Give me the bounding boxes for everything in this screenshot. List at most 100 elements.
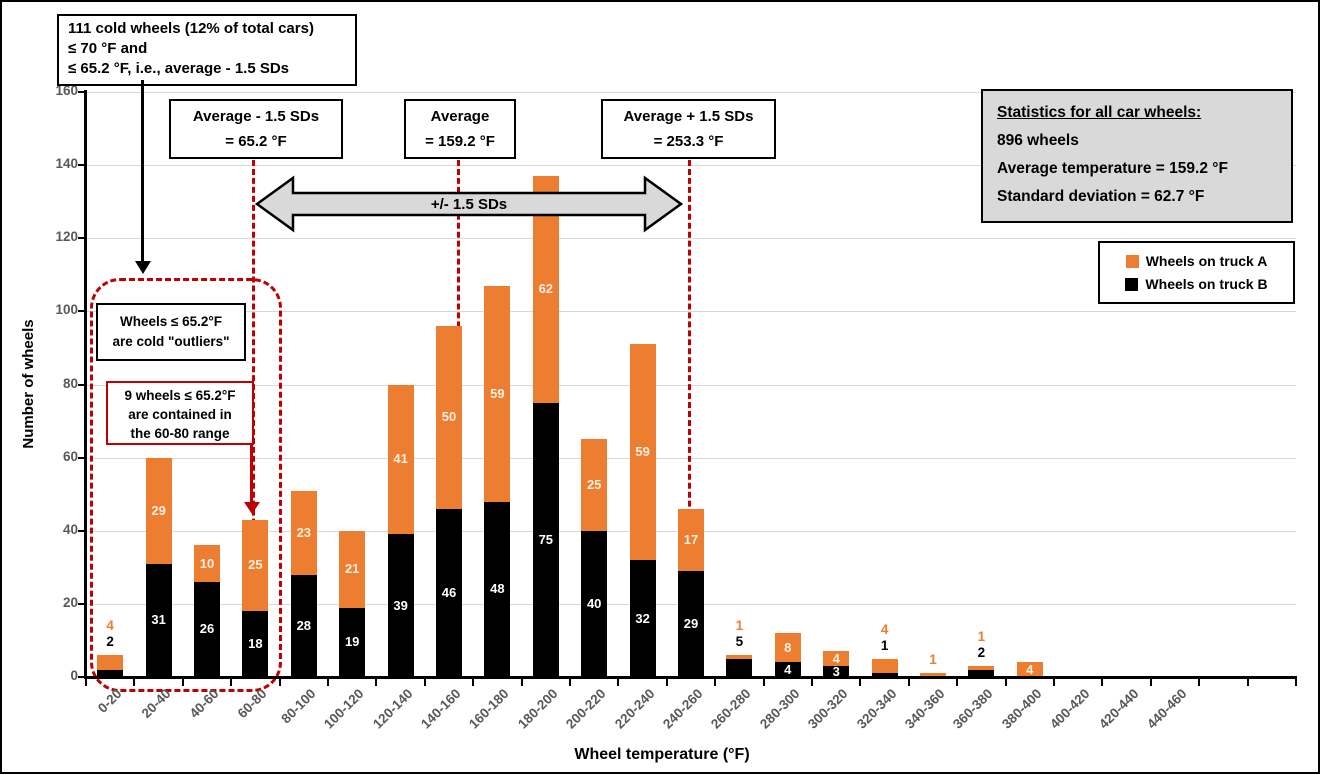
bar-value-truck-a: 4: [832, 650, 840, 666]
x-axis-tick: [423, 679, 426, 686]
bar-segment-truck-b: [774, 662, 801, 677]
x-axis-tick: [1246, 679, 1249, 686]
gridline: [86, 311, 1296, 313]
bar-value-truck-a: 25: [248, 557, 263, 573]
outliers-note-line-2: are cold "outliers": [112, 334, 230, 349]
bar-value-truck-b: 48: [490, 581, 505, 597]
gridline: [86, 165, 1296, 167]
bar-value-truck-a: 62: [538, 281, 554, 297]
y-axis-title: Number of wheels: [20, 319, 37, 449]
bar-segment-truck-a: [774, 633, 801, 663]
statistics-title: Statistics for all car wheels:: [997, 104, 1202, 121]
y-axis-tick-label: 100: [55, 302, 78, 318]
y-axis-tick: [78, 383, 86, 386]
bar-segment-truck-a: [387, 384, 414, 535]
x-axis-tick: [230, 679, 233, 686]
x-axis-tick: [811, 679, 813, 686]
y-axis-tick-label: 80: [62, 375, 78, 391]
bar-segment-truck-a: [871, 658, 898, 674]
x-axis-tick: [1295, 679, 1297, 686]
bar-segment-truck-b: [339, 607, 366, 677]
bar-value-above: 5: [735, 634, 744, 650]
y-axis-tick-label: 140: [55, 156, 78, 172]
bar-segment-truck-b: [532, 402, 559, 677]
bar-segment-truck-a: [920, 673, 946, 677]
y-axis-tick-label: 120: [55, 229, 78, 245]
average-minus-sd-box: Average - 1.5 SDs = 65.2 °F: [169, 99, 343, 159]
cold-outlier-dashed-region: [90, 278, 282, 692]
y-axis-tick-label: 0: [70, 668, 78, 683]
bar-value-above: 4: [106, 618, 114, 634]
statistics-line-1: 896 wheels: [997, 132, 1079, 149]
y-axis-tick: [78, 602, 86, 605]
gridline: [86, 238, 1296, 240]
cold-outliers-note-box: Wheels ≤ 65.2°F are cold "outliers": [96, 303, 246, 361]
bar-value-truck-a: 10: [199, 555, 215, 571]
y-axis-tick-label: 160: [55, 83, 78, 98]
x-axis-tick: [472, 679, 475, 686]
y-axis-tick: [78, 529, 86, 532]
bar-value-above: 2: [106, 634, 114, 650]
y-axis-tick-label: 20: [62, 594, 78, 610]
bar-value-truck-b: 32: [635, 610, 650, 626]
bar-segment-truck-b: [387, 534, 414, 677]
cold-wheels-line-3: ≤ 65.2 °F, i.e., average - 1.5 SDs: [68, 60, 290, 77]
bar-value-truck-a: 59: [490, 385, 505, 401]
x-axis-tick: [1053, 679, 1055, 686]
bar-segment-truck-b: [484, 501, 511, 677]
bar-value-truck-b: 26: [199, 621, 215, 637]
bar-value-above: 1: [735, 618, 744, 634]
bar-values-above: 1: [911, 652, 955, 668]
bar-value-truck-a: 41: [393, 451, 408, 467]
nine-wheels-note-box: 9 wheels ≤ 65.2°F are contained in the 6…: [106, 381, 254, 445]
bar-value-truck-a: 59: [635, 444, 650, 460]
bar-value-truck-b: 75: [538, 531, 554, 547]
bar-segment-truck-b: [678, 570, 704, 677]
cold-wheels-annotation-box: 111 cold wheels (12% of total cars) ≤ 70…: [57, 14, 357, 86]
x-axis-tick: [762, 679, 765, 686]
nine-wheels-line-3: the 60-80 range: [130, 426, 230, 441]
bar-value-above: 1: [880, 637, 889, 653]
legend-label-truck-a: Wheels on truck A: [1145, 253, 1268, 269]
x-axis-tick: [1101, 679, 1104, 686]
gridline: [86, 92, 1296, 93]
gridline: [86, 384, 1296, 386]
sd-arrow-label: +/- 1.5 SDs: [430, 196, 508, 213]
x-axis-tick: [1149, 679, 1152, 686]
y-axis-tick: [78, 164, 86, 167]
bar-segment-truck-b: [726, 658, 753, 677]
avg-minus-line-2: = 65.2 °F: [225, 133, 287, 150]
bar-value-above: 1: [977, 629, 986, 645]
x-axis-line: [84, 676, 1297, 679]
cold-wheels-line-1: 111 cold wheels (12% of total cars): [68, 20, 314, 37]
bar-segment-truck-a: [823, 651, 850, 667]
x-axis-tick: [956, 679, 959, 686]
bar-value-truck-a: 8: [784, 639, 792, 655]
bar-value-truck-a: 4: [1026, 661, 1034, 677]
gridline: [86, 457, 1296, 459]
statistics-box: Statistics for all car wheels: 896 wheel…: [981, 89, 1293, 223]
bar-segment-truck-a: [968, 666, 995, 670]
dashed-line-253-3: [688, 160, 691, 677]
bar-value-truck-b: 31: [151, 612, 166, 628]
bar-value-truck-a: 50: [441, 409, 457, 425]
statistics-line-3: Standard deviation = 62.7 °F: [997, 188, 1205, 205]
y-axis-tick-label: 40: [62, 521, 78, 537]
bar-value-truck-a: 29: [151, 502, 166, 518]
bar-segment-truck-a: [484, 285, 511, 502]
red-down-arrow-line: [250, 444, 253, 504]
bar-segment-truck-a: [726, 655, 753, 659]
bar-value-truck-a: 25: [586, 477, 602, 493]
x-axis-tick: [569, 679, 571, 686]
bar-value-truck-b: 39: [393, 597, 408, 613]
x-axis-tick: [520, 679, 523, 686]
legend-item-truck-b: Wheels on truck B: [1100, 276, 1293, 292]
bar-segment-truck-a: [290, 490, 317, 575]
bar-value-truck-b: 46: [441, 584, 457, 600]
black-down-arrow-head: [135, 261, 151, 274]
average-plus-sd-box: Average + 1.5 SDs = 253.3 °F: [601, 99, 776, 159]
x-axis-tick: [85, 679, 87, 686]
bar-value-truck-a: 17: [683, 531, 699, 547]
